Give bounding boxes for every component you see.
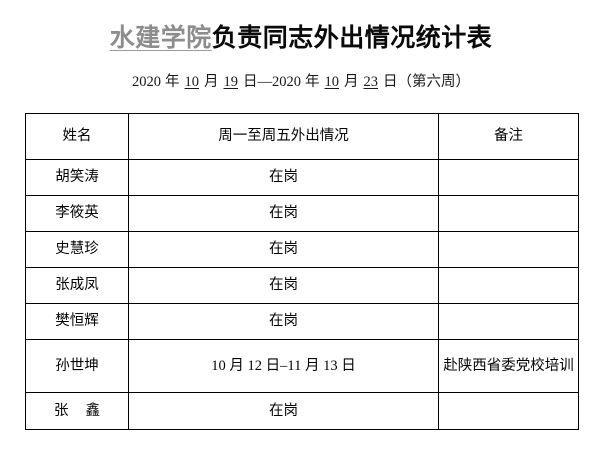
cell-note [438,392,579,430]
date-month-end: 10 [324,74,340,90]
cell-name: 李筱英 [25,195,129,232]
cell-status: 10 月 12 日–11 月 13 日 [128,339,439,393]
page-title: 水建学院负责同志外出情况统计表 [0,0,602,56]
table-row: 张鑫 在岗 [25,392,579,430]
cell-note [438,267,579,304]
date-month-label-start: 月 [204,74,219,90]
date-day-start: 19 [223,74,239,90]
table-header-row: 姓名 周一至周五外出情况 备注 [25,113,579,160]
cell-name-part1: 张 [54,402,69,419]
cell-name: 樊恒辉 [25,303,129,340]
cell-note [438,231,579,268]
table-row: 樊恒辉 在岗 [25,303,579,340]
date-month-label-end: 月 [344,74,359,90]
column-header-status: 周一至周五外出情况 [128,113,439,160]
cell-status: 在岗 [128,159,439,196]
cell-name: 张成凤 [25,267,129,304]
attendance-table: 姓名 周一至周五外出情况 备注 胡笑涛 在岗 李筱英 在岗 史慧珍 在岗 张成凤 [25,113,579,430]
date-month-start: 10 [184,74,200,90]
column-header-note: 备注 [438,113,579,160]
cell-status: 在岗 [128,392,439,430]
cell-name-part2: 鑫 [85,402,101,419]
date-year-start: 2020 [132,74,161,90]
cell-note [438,195,579,232]
cell-name: 史慧珍 [25,231,129,268]
cell-note [438,159,579,196]
date-range-line: 2020 年 10 月 19 日—2020 年 10 月 23 日（第六周） [0,56,602,92]
cell-status: 在岗 [128,267,439,304]
date-day-end: 23 [363,74,379,90]
date-year-label-end: 年 [305,74,320,90]
attendance-table-container: 姓名 周一至周五外出情况 备注 胡笑涛 在岗 李筱英 在岗 史慧珍 在岗 张成凤 [25,113,579,430]
cell-name: 孙世坤 [25,339,129,393]
cell-status: 在岗 [128,231,439,268]
table-row: 孙世坤 10 月 12 日–11 月 13 日 赴陕西省委党校培训 [25,339,579,393]
cell-status: 在岗 [128,303,439,340]
column-header-name: 姓名 [25,113,129,160]
cell-note: 赴陕西省委党校培训 [438,339,579,393]
cell-status: 在岗 [128,195,439,232]
date-range-dash: — [257,74,273,90]
date-year-label-start: 年 [165,74,180,90]
table-row: 史慧珍 在岗 [25,231,579,268]
cell-name: 张鑫 [25,392,129,430]
table-row: 胡笑涛 在岗 [25,159,579,196]
page-title-organization: 水建学院 [109,25,212,52]
cell-name: 胡笑涛 [25,159,129,196]
date-day-label-end: 日 [383,74,398,90]
page-title-subject: 负责同志外出情况统计表 [211,25,493,52]
date-day-label-start: 日 [243,74,258,90]
table-row: 李筱英 在岗 [25,195,579,232]
cell-note [438,303,579,340]
table-row: 张成凤 在岗 [25,267,579,304]
week-number: （第六周） [397,74,471,90]
date-year-end: 2020 [272,74,301,90]
